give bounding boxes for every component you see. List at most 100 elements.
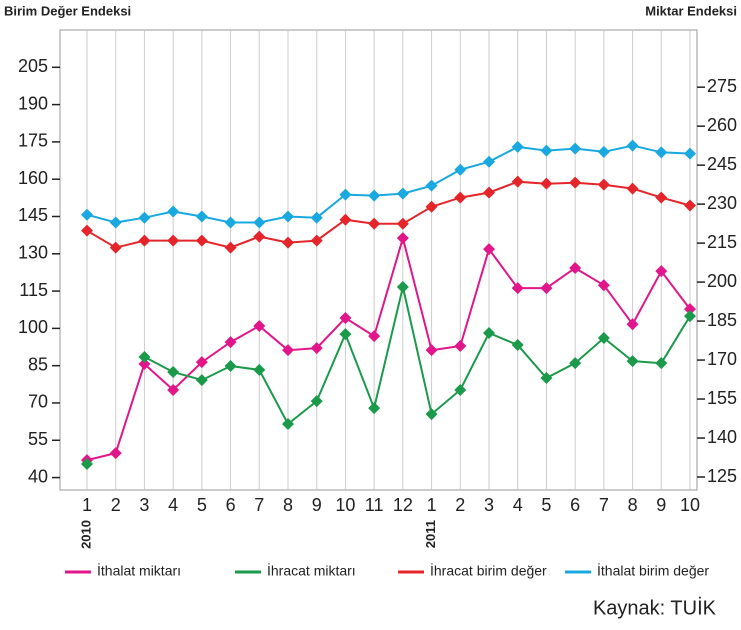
point	[310, 395, 323, 408]
point	[310, 211, 323, 224]
point	[396, 232, 409, 245]
point	[684, 199, 696, 212]
x-tick-label: 9	[312, 495, 322, 515]
point	[339, 328, 352, 341]
point	[368, 330, 381, 343]
point	[167, 383, 180, 396]
x-tick-label: 2	[455, 495, 465, 515]
x-tick-label: 8	[628, 495, 638, 515]
point	[339, 213, 352, 226]
point	[684, 303, 696, 316]
y2-tick-label: 140	[707, 427, 737, 447]
point	[253, 363, 266, 376]
point	[684, 310, 696, 323]
point	[655, 357, 668, 370]
point	[282, 344, 294, 357]
point	[425, 179, 438, 192]
point	[483, 155, 495, 168]
x-tick-label: 10	[335, 495, 355, 515]
point	[109, 216, 122, 229]
x-tick-label: 5	[197, 495, 207, 515]
y-tick-label: 70	[28, 392, 48, 412]
y2-tick-label: 215	[707, 232, 737, 252]
x-tick-label: 10	[680, 495, 700, 515]
y-tick-label: 190	[18, 93, 48, 113]
point	[282, 417, 294, 430]
y2-axis-label: Miktar Endeksi	[645, 3, 737, 18]
x-tick-label: 7	[599, 495, 609, 515]
legend-label: İhracat miktarı	[267, 562, 356, 579]
point	[81, 224, 93, 237]
y-tick-label: 85	[28, 354, 48, 374]
year-label: 2011	[423, 520, 438, 548]
point	[310, 342, 323, 355]
point	[684, 147, 696, 160]
point	[454, 383, 467, 396]
point	[511, 282, 524, 295]
point	[339, 188, 352, 201]
point	[597, 279, 610, 292]
point	[195, 210, 208, 223]
y-tick-label: 145	[18, 205, 48, 225]
y2-tick-label: 245	[707, 154, 737, 174]
y2-tick-label: 185	[707, 310, 737, 330]
y-tick-label: 40	[28, 466, 48, 486]
series-line	[86, 180, 691, 249]
point	[224, 336, 237, 349]
point	[81, 458, 93, 471]
point	[454, 340, 467, 353]
point	[167, 366, 180, 379]
y2-tick-label: 230	[707, 193, 737, 213]
x-tick-label: 5	[541, 495, 551, 515]
y-tick-label: 160	[18, 168, 48, 188]
point	[454, 191, 467, 204]
point	[540, 177, 553, 190]
point	[167, 205, 180, 218]
point	[483, 327, 495, 340]
y-tick-label: 55	[28, 429, 48, 449]
point	[425, 344, 438, 357]
point	[511, 175, 524, 188]
x-tick-label: 6	[226, 495, 236, 515]
y2-tick-label: 155	[707, 388, 737, 408]
point	[597, 178, 610, 191]
plot-area	[59, 29, 698, 491]
y-tick-label: 115	[19, 280, 48, 300]
legend-label: İhracat birim değer	[430, 562, 547, 579]
point	[368, 402, 381, 415]
point	[310, 234, 323, 247]
point	[626, 139, 639, 152]
point	[626, 182, 639, 195]
point	[483, 186, 495, 199]
point	[138, 211, 151, 224]
point	[253, 230, 266, 243]
x-tick-label: 9	[656, 495, 666, 515]
y-axis-label: Birim Değer Endeksi	[4, 3, 131, 18]
point	[282, 236, 294, 249]
y2-tick-label: 260	[707, 115, 737, 135]
point	[540, 144, 553, 157]
point	[138, 350, 151, 363]
source: Kaynak: TUİK	[593, 596, 717, 619]
x-tick-label: 8	[283, 495, 293, 515]
legend-label: İthalat miktarı	[97, 562, 181, 579]
point	[109, 447, 122, 460]
point	[339, 311, 352, 324]
x-tick-label: 12	[393, 495, 413, 515]
point	[511, 140, 524, 153]
point	[109, 241, 122, 254]
x-tick-label: 1	[82, 495, 92, 515]
point	[540, 371, 553, 384]
point	[195, 374, 208, 387]
point	[396, 187, 409, 200]
point	[425, 408, 438, 421]
y-tick-label: 130	[18, 243, 48, 263]
x-tick-label: 6	[570, 495, 580, 515]
point	[540, 282, 553, 295]
point	[138, 357, 151, 370]
point	[655, 265, 668, 278]
y-tick-label: 205	[18, 56, 48, 76]
point	[81, 208, 93, 221]
point	[253, 320, 266, 333]
